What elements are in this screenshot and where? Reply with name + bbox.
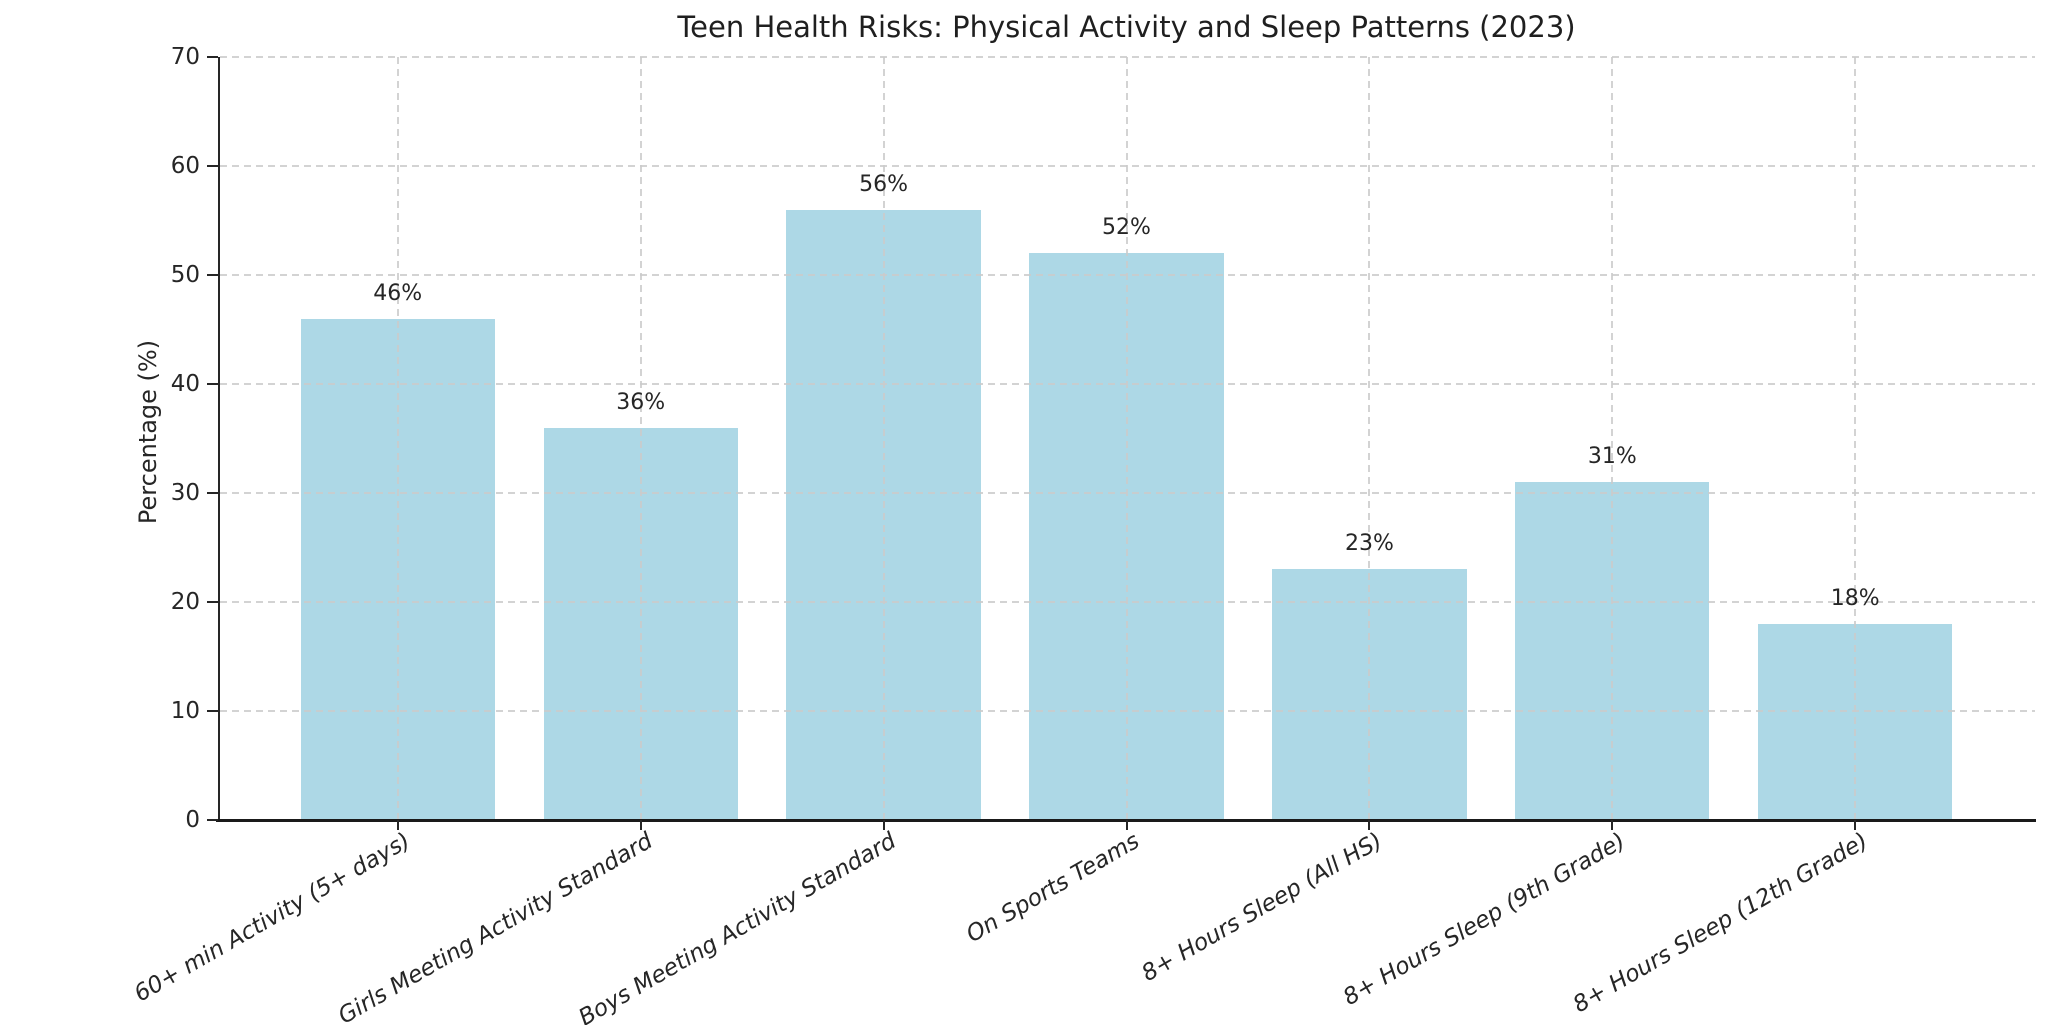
y-tick-label-30: 30	[170, 480, 200, 506]
gridline-x-3	[1125, 57, 1128, 819]
gridline-y-60	[220, 165, 2035, 167]
bar-value-label-5: 31%	[1587, 444, 1637, 470]
y-tick-label-70: 70	[170, 44, 200, 70]
gridline-x-4	[1368, 57, 1371, 819]
gridline-x-0	[396, 57, 399, 819]
x-tick-4	[1368, 820, 1371, 830]
bar-value-label-0: 46%	[373, 280, 423, 306]
x-tick-3	[1125, 820, 1128, 830]
y-tick-30	[207, 492, 218, 494]
gridline-y-30	[220, 492, 2035, 494]
x-tick-2	[882, 820, 885, 830]
x-tick-5	[1611, 820, 1614, 830]
y-tick-20	[207, 601, 218, 603]
y-tick-0	[207, 819, 218, 821]
y-tick-label-60: 60	[170, 153, 200, 179]
bar-value-label-1: 36%	[616, 389, 666, 415]
x-tick-1	[639, 820, 642, 830]
x-tick-0	[396, 820, 399, 830]
bar-value-label-2: 56%	[859, 171, 909, 197]
y-tick-label-40: 40	[170, 371, 200, 397]
y-tick-label-50: 50	[170, 262, 200, 288]
gridline-y-10	[220, 710, 2035, 712]
gridline-y-40	[220, 383, 2035, 385]
gridline-x-5	[1611, 57, 1614, 819]
gridline-x-2	[882, 57, 885, 819]
gridline-y-70	[220, 56, 2035, 58]
gridline-x-1	[639, 57, 642, 819]
y-tick-40	[207, 383, 218, 385]
x-tick-label-3: On Sports Teams	[961, 828, 1144, 948]
gridline-y-50	[220, 274, 2035, 276]
x-tick-label-4: 8+ Hours Sleep (All HS)	[1137, 828, 1387, 987]
gridline-x-6	[1854, 57, 1857, 819]
chart-title: Teen Health Risks: Physical Activity and…	[677, 10, 1576, 44]
y-tick-label-20: 20	[170, 589, 200, 615]
bar-value-label-4: 23%	[1344, 531, 1394, 557]
gridline-y-20	[220, 601, 2035, 603]
y-tick-10	[207, 710, 218, 712]
y-axis-spine	[218, 57, 220, 820]
bar-value-label-6: 18%	[1830, 585, 1880, 611]
y-tick-70	[207, 56, 218, 58]
x-tick-label-5: 8+ Hours Sleep (9th Grade)	[1338, 828, 1630, 1011]
x-tick-6	[1854, 820, 1857, 830]
y-tick-50	[207, 274, 218, 276]
x-tick-label-0: 60+ min Activity (5+ days)	[130, 828, 415, 1008]
bar-value-label-3: 52%	[1102, 215, 1151, 241]
y-tick-60	[207, 165, 218, 167]
y-tick-label-0: 0	[185, 807, 200, 833]
y-tick-label-10: 10	[170, 698, 200, 724]
